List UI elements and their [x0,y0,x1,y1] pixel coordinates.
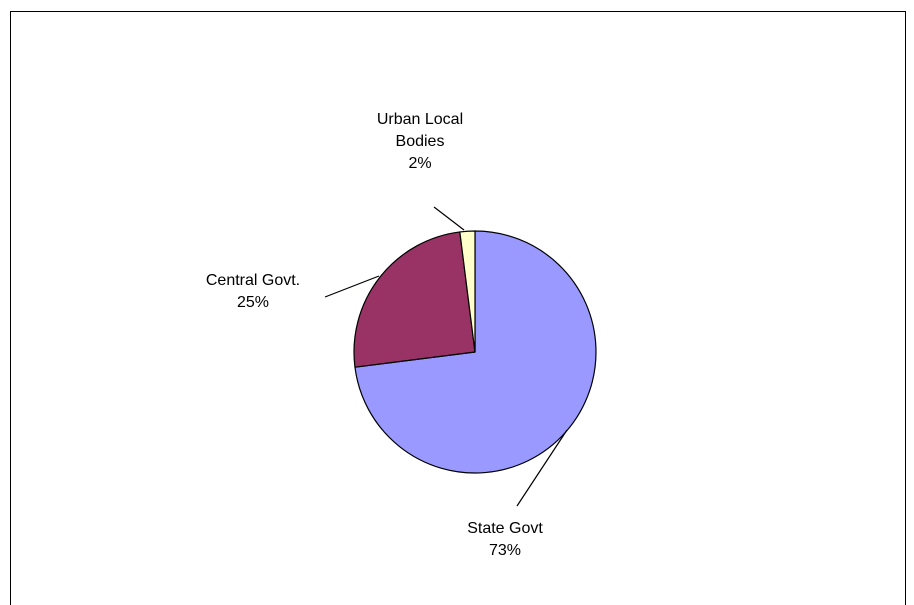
data-label: Urban Local Bodies 2% [377,111,463,172]
pie-slice-urban-local-bodies [459,230,476,353]
leader-line [324,275,380,298]
leader-line [433,206,465,231]
data-label: Central Govt. 25% [206,272,300,311]
data-label: State Govt 73% [467,520,543,559]
pie-slice-central-govt [353,231,476,368]
leader-line [516,429,568,507]
